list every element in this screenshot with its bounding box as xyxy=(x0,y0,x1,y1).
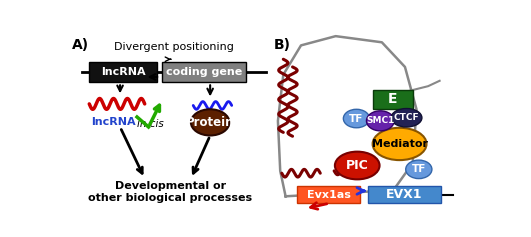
Text: SMC1: SMC1 xyxy=(366,116,395,125)
Text: E: E xyxy=(388,92,397,106)
Text: Protein: Protein xyxy=(186,116,234,129)
Text: Developmental or
other biological processes: Developmental or other biological proces… xyxy=(88,181,252,203)
Text: A): A) xyxy=(72,38,89,52)
Text: lncRNA: lncRNA xyxy=(91,117,136,127)
Text: PIC: PIC xyxy=(346,159,369,172)
Bar xyxy=(373,90,413,109)
Text: CTCF: CTCF xyxy=(393,113,419,122)
Text: EVX1: EVX1 xyxy=(387,188,423,201)
Ellipse shape xyxy=(191,109,229,136)
Bar xyxy=(89,62,157,82)
Text: TF: TF xyxy=(412,164,426,174)
Bar xyxy=(297,186,361,203)
Text: TF: TF xyxy=(349,114,364,123)
Bar xyxy=(368,186,441,203)
Text: in cis: in cis xyxy=(138,119,164,129)
Text: Mediator: Mediator xyxy=(372,139,427,149)
Ellipse shape xyxy=(391,109,422,127)
Ellipse shape xyxy=(344,109,370,128)
Ellipse shape xyxy=(366,111,394,131)
Ellipse shape xyxy=(373,128,426,160)
Text: Divergent positioning: Divergent positioning xyxy=(114,42,234,52)
Bar xyxy=(161,62,246,82)
Text: lncRNA: lncRNA xyxy=(101,67,145,77)
Ellipse shape xyxy=(406,160,432,179)
Text: B): B) xyxy=(274,38,291,52)
Text: coding gene: coding gene xyxy=(166,67,242,77)
Text: Evx1as: Evx1as xyxy=(307,190,350,200)
Ellipse shape xyxy=(335,152,380,179)
